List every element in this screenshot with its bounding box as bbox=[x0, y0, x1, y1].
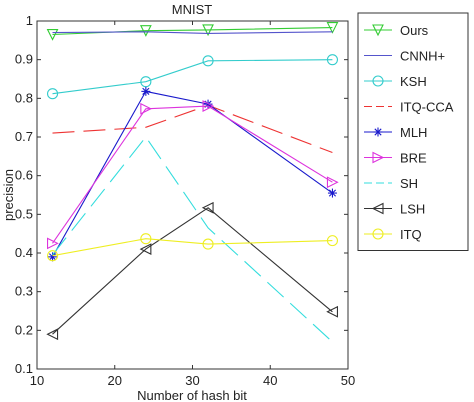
y-tick-label: 0.8 bbox=[15, 90, 33, 105]
x-tick-label: 30 bbox=[185, 373, 199, 388]
data-point-lsh bbox=[201, 201, 214, 214]
legend-marker-bre bbox=[372, 151, 385, 164]
data-point-itq bbox=[326, 235, 339, 247]
data-point-ksh bbox=[202, 55, 214, 67]
data-point-bre bbox=[202, 100, 215, 112]
data-point-bre bbox=[326, 176, 339, 189]
plot-area: 10 20 30 40 50 0.1 0.2 0.3 0.4 0.5 0.6 0.7 0.8 0.9 1 bbox=[15, 13, 355, 388]
data-point-ksh bbox=[46, 88, 59, 100]
series-line-bre bbox=[52, 105, 333, 244]
data-point-lsh bbox=[326, 305, 339, 318]
data-point-ksh bbox=[140, 76, 152, 88]
data-point-ours bbox=[202, 24, 214, 37]
chart-title: MNIST bbox=[172, 2, 213, 17]
legend-marker-lsh bbox=[371, 202, 384, 215]
series-line-itq-cca bbox=[52, 104, 333, 154]
legend-label-itq-cca: ITQ-CCA bbox=[400, 100, 454, 115]
legend-label-ksh: KSH bbox=[400, 74, 427, 89]
data-point-ours bbox=[326, 22, 339, 34]
series-line-sh bbox=[52, 136, 333, 343]
series-line-mlh bbox=[52, 90, 333, 258]
x-tick-label: 20 bbox=[108, 373, 122, 388]
y-tick-label: 0.9 bbox=[15, 52, 33, 67]
legend-label-bre: BRE bbox=[400, 151, 427, 166]
x-axis-title: Number of hash bit bbox=[137, 388, 247, 402]
legend-marker-ksh bbox=[372, 75, 384, 87]
y-tick-label: 0.5 bbox=[15, 206, 33, 221]
y-tick-label: 0.2 bbox=[15, 322, 33, 337]
data-point-ours bbox=[46, 28, 59, 41]
legend-label-ours: Ours bbox=[400, 23, 429, 38]
data-point-mlh-stroke bbox=[48, 253, 57, 261]
legend-marker-ours bbox=[372, 24, 384, 37]
plot-frame bbox=[36, 20, 349, 370]
legend-label-itq: ITQ bbox=[400, 227, 422, 242]
legend-label-mlh: MLH bbox=[400, 125, 427, 140]
data-point-itq bbox=[46, 250, 59, 262]
y-tick-label: 1 bbox=[26, 13, 33, 28]
data-point-itq bbox=[140, 233, 152, 245]
legend-marker-mlh bbox=[373, 127, 383, 137]
y-axis-title: precision bbox=[1, 169, 16, 221]
data-point-itq bbox=[202, 238, 214, 250]
data-point-mlh bbox=[141, 86, 151, 96]
data-point-mlh-stroke bbox=[142, 87, 150, 95]
legend: Ours CNNH+ KSH ITQ-CCA MLH BRE SH LSH ITQ bbox=[357, 12, 469, 251]
data-point-bre bbox=[46, 237, 59, 250]
data-point-mlh-stroke bbox=[328, 189, 337, 197]
data-point-lsh bbox=[46, 328, 59, 341]
y-tick-label: 0.7 bbox=[15, 129, 33, 144]
series-line-itq bbox=[52, 238, 333, 257]
y-tick-label: 0.4 bbox=[15, 245, 33, 260]
data-point-mlh bbox=[327, 188, 337, 198]
x-tick-label: 10 bbox=[30, 373, 44, 388]
data-point-bre bbox=[140, 102, 153, 115]
y-tick-label: 0.1 bbox=[15, 361, 33, 376]
series-line-ksh bbox=[52, 59, 333, 95]
legend-label-sh: SH bbox=[400, 176, 418, 191]
data-point-mlh bbox=[48, 252, 58, 262]
series-line-lsh bbox=[52, 207, 333, 335]
data-point-ksh bbox=[326, 54, 339, 66]
legend-marker-itq bbox=[372, 228, 384, 240]
legend-label-lsh: LSH bbox=[400, 202, 425, 217]
y-tick-label: 0.6 bbox=[15, 168, 33, 183]
x-tick-label: 50 bbox=[341, 373, 355, 388]
legend-label-cnnh: CNNH+ bbox=[400, 49, 445, 64]
y-tick-label: 0.3 bbox=[15, 284, 33, 299]
legend-marker-mlh-stroke bbox=[374, 128, 382, 136]
data-point-ours bbox=[139, 25, 152, 37]
series-line-cnnh bbox=[52, 31, 333, 34]
x-tick-label: 40 bbox=[263, 373, 277, 388]
data-point-lsh bbox=[139, 243, 152, 256]
